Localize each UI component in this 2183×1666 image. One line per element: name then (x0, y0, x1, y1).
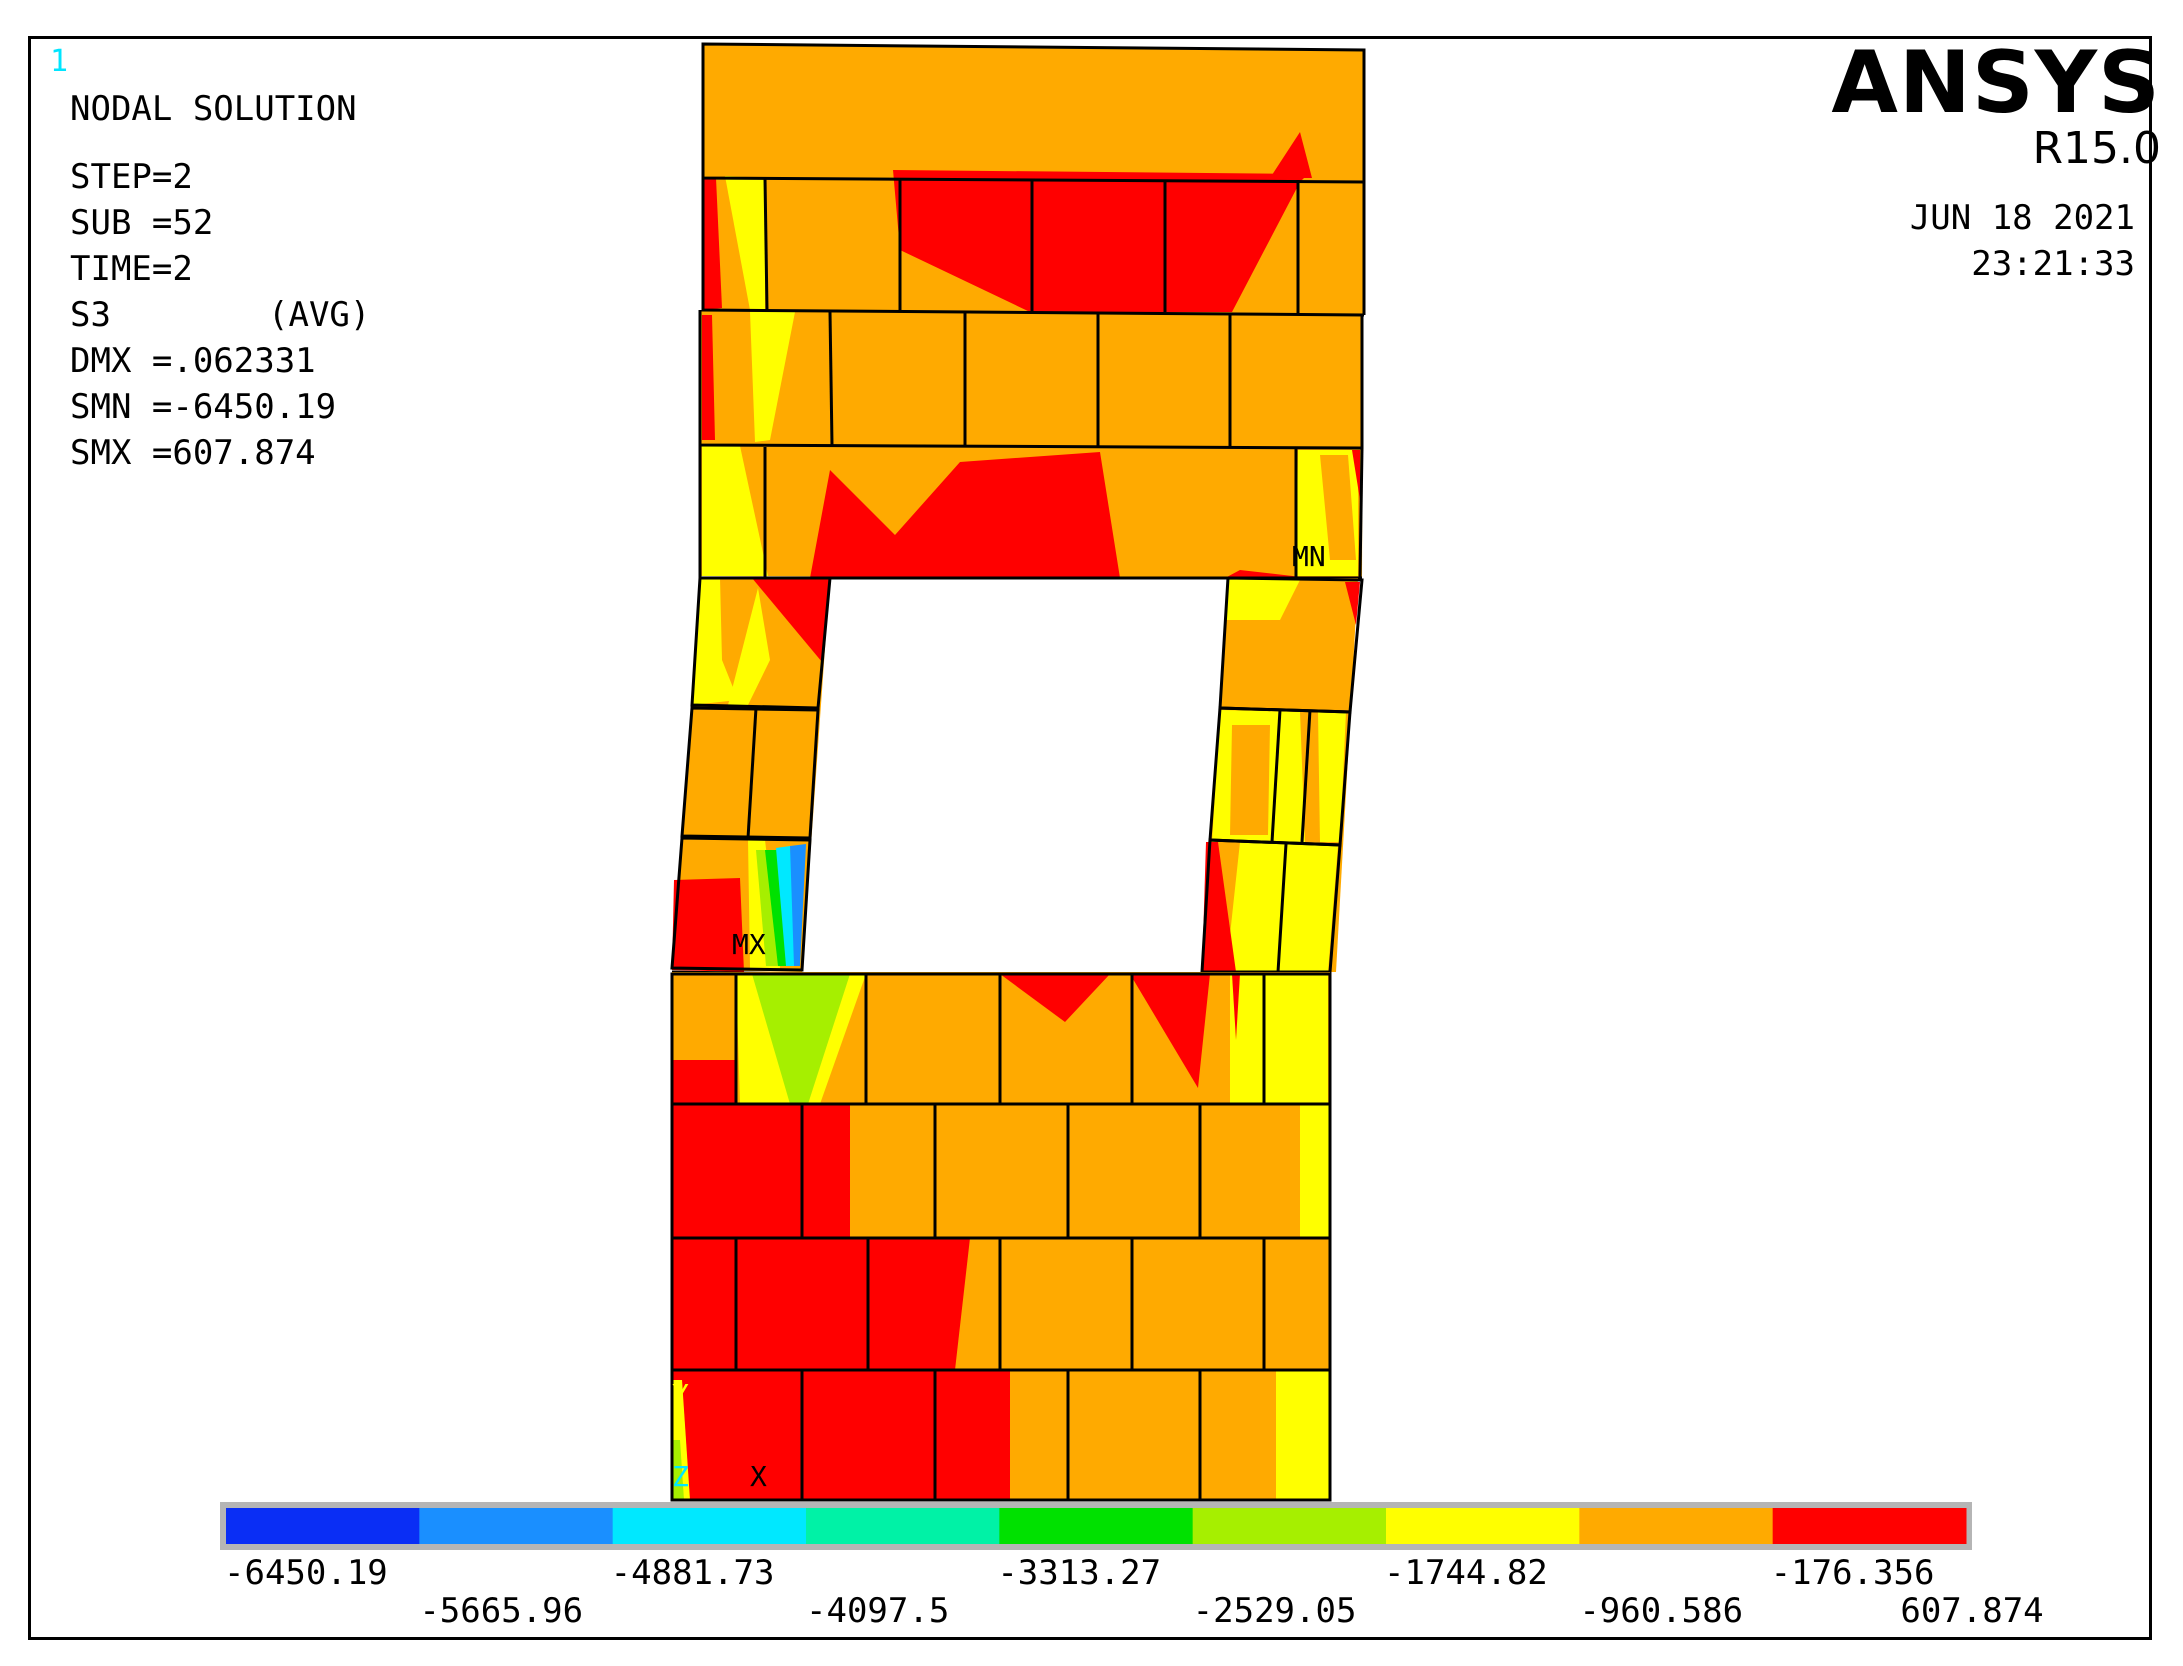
red-region (752, 578, 830, 662)
window-number: 1 (50, 44, 69, 79)
cyan-region (776, 846, 798, 966)
yellow-region (1276, 1370, 1330, 1500)
yellow-region (736, 974, 790, 1104)
legend-label-top: -3313.27 (997, 1553, 1161, 1593)
red-region (672, 1104, 850, 1238)
time-label: TIME=2 (70, 249, 193, 289)
legend-band (612, 1508, 807, 1544)
legend-label-top: -6450.19 (224, 1553, 388, 1593)
legend-label-bottom: -960.586 (1579, 1591, 1743, 1631)
avg-label: (AVG) (268, 295, 371, 335)
red-region (672, 1060, 736, 1104)
time-stamp: 23:21:33 (1971, 244, 2135, 284)
yellow-region (692, 578, 738, 705)
yellow-region (702, 446, 768, 576)
red-region (1345, 582, 1360, 625)
legend-band (1192, 1508, 1387, 1544)
legend-label-top: -4881.73 (611, 1553, 775, 1593)
legend-band (1386, 1508, 1580, 1544)
lime-region (672, 1440, 684, 1500)
red-region (1202, 842, 1236, 972)
yellow-region (1318, 712, 1346, 842)
legend-band (999, 1508, 1194, 1544)
red-region (702, 315, 715, 440)
solution-title: NODAL SOLUTION (70, 89, 357, 129)
component-label: S3 (70, 295, 111, 335)
max-marker: MX (732, 928, 766, 961)
red-region (1270, 132, 1312, 178)
blue-region (790, 844, 806, 966)
orange-region (1230, 725, 1270, 835)
yellow-region (728, 588, 770, 705)
version-label: R15.0 (2032, 123, 2161, 174)
red-region (1232, 974, 1240, 1040)
yellow-region (725, 176, 765, 310)
red-region (1225, 570, 1310, 578)
legend-label-bottom: 607.874 (1900, 1591, 2043, 1631)
upper-wall (698, 42, 1366, 580)
axis-y-label: Y (672, 1378, 689, 1411)
red-region (703, 178, 722, 310)
legend-band (806, 1508, 1000, 1544)
dmx-label: DMX =.062331 (70, 341, 316, 381)
left-pier (670, 576, 832, 976)
legend-label-bottom: -5665.96 (419, 1591, 583, 1631)
legend-band (1772, 1508, 1967, 1544)
red-region (810, 452, 1120, 578)
red-region (672, 878, 744, 972)
red-region (1000, 974, 1110, 1022)
legend-label-top: -176.356 (1771, 1553, 1935, 1593)
ansys-logo: ANSYS (1831, 33, 2161, 133)
substep-label: SUB =52 (70, 203, 214, 243)
yellow-region (1226, 578, 1300, 620)
legend-labels: -6450.19 -4881.73 -3313.27 -1744.82 -176.356… (224, 1553, 2044, 1631)
color-legend (220, 1502, 1972, 1550)
legend-band (226, 1508, 420, 1544)
red-region (1130, 974, 1210, 1088)
date-label: JUN 18 2021 (1909, 198, 2135, 238)
axis-x-label: X (750, 1460, 767, 1493)
red-region (1352, 450, 1360, 500)
legend-label-bottom: -4097.5 (806, 1591, 949, 1631)
yellow-region (750, 312, 795, 442)
red-region (672, 1238, 970, 1370)
legend-band (1579, 1508, 1774, 1544)
lower-wall (670, 972, 1332, 1502)
legend-label-top: -1744.82 (1384, 1553, 1548, 1593)
yellow-region (1230, 974, 1328, 1104)
legend-band (419, 1508, 614, 1544)
yellow-region (1300, 1104, 1330, 1238)
step-label: STEP=2 (70, 157, 193, 197)
smx-label: SMX =607.874 (70, 433, 316, 473)
legend-label-bottom: -2529.05 (1193, 1591, 1357, 1631)
yellow-region (808, 974, 866, 1104)
axis-z-label: Z (672, 1460, 689, 1493)
red-region (672, 1370, 1010, 1500)
red-region (893, 170, 1308, 312)
min-marker: MN (1292, 540, 1326, 573)
right-pier (1200, 576, 1364, 974)
orange-region (1320, 455, 1356, 560)
smn-label: SMN =-6450.19 (70, 387, 337, 427)
